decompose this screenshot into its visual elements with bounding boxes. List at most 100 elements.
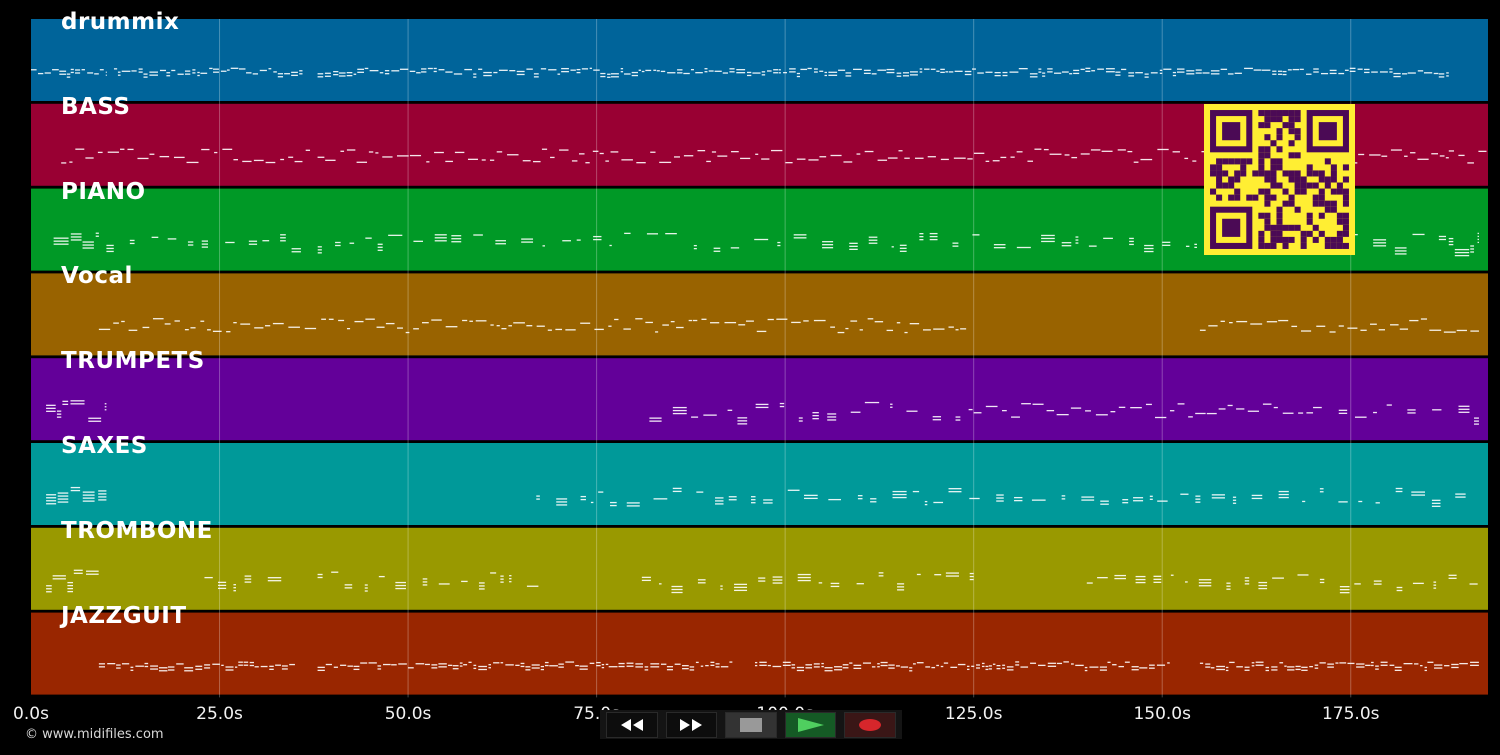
note: [212, 330, 222, 332]
note: [533, 73, 539, 75]
track-jazzguit[interactable]: [31, 612, 1488, 695]
note: [57, 501, 69, 503]
note: [445, 326, 458, 328]
fast-forward-button[interactable]: [665, 711, 718, 738]
note: [1291, 325, 1298, 328]
note: [1071, 663, 1074, 665]
note: [116, 664, 121, 666]
note: [650, 151, 656, 153]
tick-label: 125.0s: [944, 704, 1003, 724]
note: [1410, 152, 1416, 154]
note: [751, 499, 756, 501]
note: [777, 241, 781, 244]
note: [689, 669, 695, 671]
note: [808, 159, 819, 161]
note: [782, 661, 791, 664]
note: [75, 69, 81, 71]
note: [695, 72, 703, 74]
note: [1394, 253, 1407, 255]
note: [357, 68, 365, 70]
note: [791, 667, 796, 669]
note: [727, 409, 733, 411]
note: [521, 241, 534, 243]
note: [1216, 668, 1225, 671]
note: [226, 69, 230, 71]
note: [217, 581, 227, 584]
note: [1365, 664, 1371, 667]
note: [294, 160, 303, 163]
note: [253, 159, 264, 162]
note: [1157, 148, 1169, 151]
note: [690, 69, 694, 71]
note: [667, 72, 676, 74]
note: [593, 69, 600, 71]
note: [98, 496, 107, 498]
note: [509, 70, 516, 72]
note: [683, 72, 690, 75]
note: [1301, 669, 1308, 671]
note: [896, 75, 902, 77]
note: [288, 156, 294, 158]
note: [638, 69, 641, 71]
note: [533, 160, 541, 163]
note: [333, 666, 338, 668]
note: [344, 584, 353, 586]
note: [969, 572, 974, 575]
note: [677, 72, 683, 74]
note: [912, 663, 916, 665]
track-saxes[interactable]: [31, 443, 1488, 525]
track-vocal[interactable]: [31, 273, 1488, 356]
note: [671, 585, 683, 588]
rewind-button[interactable]: [606, 711, 658, 738]
note: [778, 72, 781, 74]
note: [349, 242, 355, 244]
note: [1210, 667, 1215, 669]
note: [886, 71, 895, 74]
note: [242, 160, 252, 163]
track-drummix[interactable]: [31, 19, 1488, 101]
note: [674, 663, 681, 665]
note: [1300, 330, 1312, 332]
note: [662, 324, 669, 326]
note: [445, 160, 453, 163]
note: [985, 668, 989, 671]
note: [650, 666, 660, 668]
stop-button[interactable]: [725, 711, 777, 738]
note: [452, 665, 459, 667]
note: [1349, 70, 1356, 73]
note: [426, 161, 430, 163]
note: [929, 232, 938, 235]
note: [830, 582, 840, 585]
note: [581, 68, 589, 70]
note: [818, 582, 823, 584]
note: [248, 240, 258, 242]
note: [1278, 496, 1289, 499]
note: [501, 328, 507, 330]
note: [544, 661, 549, 664]
play-button[interactable]: [784, 711, 837, 738]
note: [1444, 665, 1450, 667]
note: [996, 500, 1004, 502]
note: [1344, 69, 1349, 71]
note: [1474, 423, 1479, 425]
note: [451, 238, 462, 240]
track-trumpets[interactable]: [31, 358, 1488, 441]
note: [887, 157, 898, 159]
note: [579, 665, 588, 667]
note: [834, 669, 843, 671]
note: [364, 67, 369, 70]
note: [635, 663, 643, 665]
note: [635, 666, 643, 668]
note: [773, 69, 779, 71]
note: [478, 68, 483, 70]
tick-label: 175.0s: [1321, 704, 1380, 724]
record-button[interactable]: [844, 711, 896, 738]
note: [1474, 417, 1479, 419]
track-trombone[interactable]: [31, 527, 1488, 610]
note: [1272, 70, 1277, 72]
note: [1211, 494, 1225, 496]
note: [779, 402, 785, 405]
note: [478, 585, 485, 587]
note: [1071, 156, 1078, 159]
note: [415, 663, 425, 665]
